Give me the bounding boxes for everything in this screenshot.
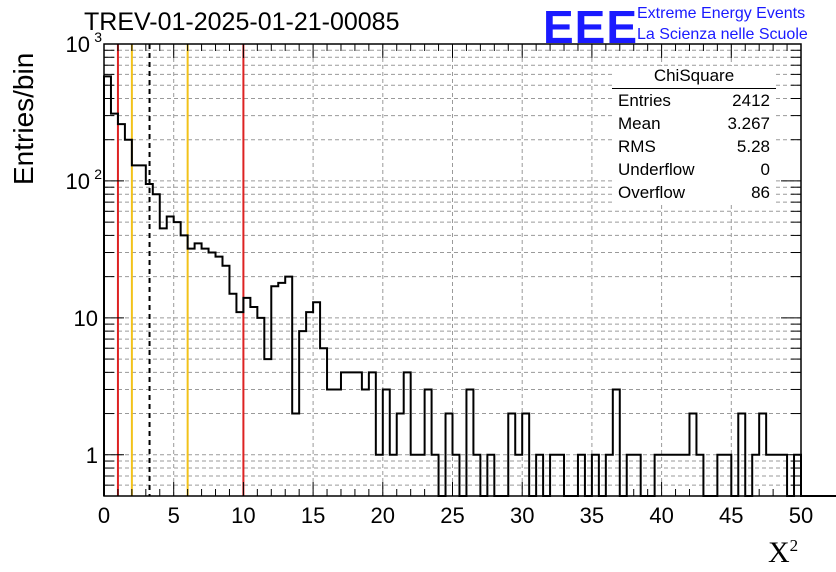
eee-logo: EEE xyxy=(543,1,639,53)
stats-label: Underflow xyxy=(618,160,695,179)
stats-label: Overflow xyxy=(618,183,686,202)
x-tick-label: 35 xyxy=(580,503,604,528)
stats-value: 3.267 xyxy=(727,114,770,133)
x-tick-label: 40 xyxy=(649,503,673,528)
x-tick-label: 25 xyxy=(440,503,464,528)
stats-row: Mean 3.267 xyxy=(612,112,776,135)
x-tick-label: 10 xyxy=(231,503,255,528)
stats-row: Underflow 0 xyxy=(612,158,776,181)
y-tick-label: 10 xyxy=(66,32,90,57)
x-tick-label: 0 xyxy=(98,503,110,528)
x-tick-labels: 0 5 10 15 20 25 30 35 40 45 50 xyxy=(98,503,813,528)
stats-value: 0 xyxy=(760,160,770,179)
stats-title: ChiSquare xyxy=(612,66,776,89)
stats-label: Entries xyxy=(618,91,671,110)
stats-box: ChiSquare Entries 2412 Mean 3.267 RMS 5.28 Und… xyxy=(612,66,776,204)
x-tick-label: 5 xyxy=(168,503,180,528)
y-axis-label: Entries/bin xyxy=(8,52,39,185)
logo-line-1: Extreme Energy Events xyxy=(637,5,806,22)
y-tick-label-sup: 2 xyxy=(94,166,102,182)
axis-ticks xyxy=(103,44,802,497)
x-tick-label: 30 xyxy=(510,503,534,528)
stats-row: Overflow 86 xyxy=(612,181,776,204)
y-tick-label: 10 xyxy=(66,169,90,194)
stats-row: RMS 5.28 xyxy=(612,135,776,158)
stats-value: 86 xyxy=(751,183,770,202)
x-tick-label: 15 xyxy=(301,503,325,528)
stats-value: 2412 xyxy=(732,91,770,110)
x-axis-label-base: X xyxy=(768,536,790,569)
threshold-lines xyxy=(116,44,245,496)
y-tick-label: 1 xyxy=(86,443,98,468)
chart-title: TREV-01-2025-01-21-00085 xyxy=(84,8,400,36)
x-tick-label: 45 xyxy=(719,503,743,528)
stats-value: 5.28 xyxy=(736,137,770,156)
x-axis-label-sup: 2 xyxy=(789,536,799,555)
logo-line-2: La Scienza nelle Scuole xyxy=(637,26,808,43)
x-tick-label: 50 xyxy=(789,503,813,528)
stats-rows: Entries 2412 Mean 3.267 RMS 5.28 Underflow 0 Ove… xyxy=(612,89,776,204)
x-axis-label: X2 xyxy=(768,536,798,570)
stats-row: Entries 2412 xyxy=(612,89,776,112)
y-tick-label: 10 xyxy=(74,306,98,331)
stats-label: Mean xyxy=(618,114,661,133)
x-tick-label: 20 xyxy=(371,503,395,528)
stats-label: RMS xyxy=(618,137,656,156)
histogram-line xyxy=(103,75,836,497)
logo-text: Extreme Energy Events La Scienza nelle S… xyxy=(637,3,808,45)
y-tick-label-sup: 3 xyxy=(94,29,102,45)
